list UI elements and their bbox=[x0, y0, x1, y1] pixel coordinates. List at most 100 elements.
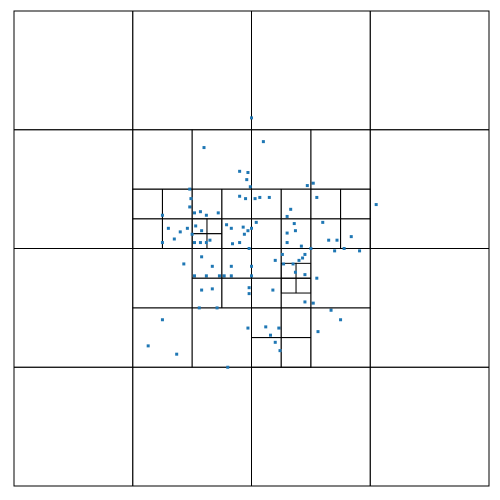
data-point bbox=[306, 184, 309, 187]
quadtree-cell bbox=[281, 338, 311, 368]
data-point bbox=[250, 116, 253, 119]
data-point bbox=[200, 255, 203, 258]
data-point bbox=[303, 300, 306, 303]
quadtree-cell bbox=[133, 249, 192, 308]
data-point bbox=[246, 327, 249, 330]
data-point bbox=[274, 341, 277, 344]
quadtree-cell bbox=[192, 308, 251, 367]
data-point bbox=[211, 265, 214, 268]
quadtree-cell bbox=[370, 249, 489, 368]
data-point bbox=[262, 140, 265, 143]
data-point bbox=[312, 302, 315, 305]
data-point bbox=[193, 274, 196, 277]
quadtree-cell bbox=[222, 189, 252, 219]
data-point bbox=[327, 239, 330, 242]
data-point bbox=[264, 325, 267, 328]
quadtree-cell bbox=[14, 367, 133, 486]
data-point bbox=[248, 292, 251, 295]
data-point bbox=[203, 146, 206, 149]
quadtree-cell bbox=[370, 367, 489, 486]
data-point bbox=[194, 224, 197, 227]
data-point bbox=[303, 253, 306, 256]
quadtree-cell bbox=[207, 219, 222, 234]
quadtree-cell bbox=[252, 130, 311, 189]
quadtree-cell bbox=[133, 189, 163, 219]
data-point bbox=[254, 197, 257, 200]
data-point bbox=[161, 214, 164, 217]
data-point bbox=[217, 211, 220, 214]
data-point bbox=[167, 227, 170, 230]
data-point bbox=[238, 170, 241, 173]
data-point bbox=[246, 171, 249, 174]
quadtree-cell bbox=[281, 278, 296, 293]
data-point bbox=[255, 221, 258, 224]
data-point bbox=[271, 289, 274, 292]
data-point bbox=[300, 245, 303, 248]
data-point bbox=[225, 223, 228, 226]
data-point bbox=[358, 249, 361, 252]
quadtree-cell bbox=[341, 219, 371, 249]
data-point bbox=[161, 318, 164, 321]
data-point bbox=[289, 208, 292, 211]
data-point bbox=[250, 265, 253, 268]
data-point bbox=[223, 274, 226, 277]
data-point bbox=[281, 253, 284, 256]
data-point bbox=[269, 334, 272, 337]
data-point bbox=[293, 222, 296, 225]
data-point bbox=[244, 197, 247, 200]
quadtree-cell bbox=[296, 278, 311, 293]
data-point bbox=[199, 241, 202, 244]
data-point bbox=[200, 229, 203, 232]
data-point bbox=[375, 203, 378, 206]
quadtree-cell bbox=[370, 130, 489, 249]
quadtree-cell bbox=[311, 308, 370, 367]
quadtree-cell bbox=[133, 130, 192, 189]
data-point bbox=[286, 241, 289, 244]
data-point bbox=[147, 344, 150, 347]
data-point bbox=[189, 197, 192, 200]
data-point bbox=[186, 227, 189, 230]
quadtree-cell bbox=[281, 263, 296, 278]
quadtree-cell bbox=[311, 249, 370, 308]
data-point bbox=[258, 196, 261, 199]
data-point bbox=[298, 259, 301, 262]
quadtree-cell bbox=[252, 278, 282, 308]
data-point bbox=[315, 196, 318, 199]
quadtree-cell bbox=[133, 367, 252, 486]
data-point bbox=[205, 214, 208, 217]
quadtree-cell bbox=[252, 249, 282, 279]
data-point bbox=[238, 195, 241, 198]
quadtree-cell bbox=[192, 249, 222, 279]
data-point bbox=[211, 287, 214, 290]
quadtree-cell bbox=[281, 189, 311, 219]
data-point bbox=[242, 226, 245, 229]
quadtree-cell bbox=[252, 367, 371, 486]
data-point bbox=[248, 247, 251, 250]
data-point bbox=[250, 274, 253, 277]
data-point bbox=[309, 247, 312, 250]
quadtree-cell bbox=[14, 249, 133, 368]
data-point bbox=[205, 241, 208, 244]
quadtree-cell bbox=[222, 249, 252, 279]
quadtree-cell bbox=[252, 308, 282, 338]
quadtree-cell bbox=[14, 130, 133, 249]
data-point bbox=[200, 289, 203, 292]
data-point bbox=[303, 273, 306, 276]
quadtree-cell bbox=[281, 308, 311, 338]
quadtree-cell bbox=[370, 11, 489, 130]
data-point bbox=[193, 211, 196, 214]
quadtree-cell bbox=[252, 11, 371, 130]
data-point bbox=[292, 262, 295, 265]
data-point bbox=[330, 309, 333, 312]
quadtree-cell bbox=[311, 189, 341, 219]
data-point bbox=[286, 232, 289, 235]
data-point bbox=[274, 259, 277, 262]
quadtree-cell bbox=[133, 308, 192, 367]
data-point bbox=[277, 327, 280, 330]
quadtree-cell bbox=[311, 130, 370, 189]
quadtree-cell bbox=[14, 11, 133, 130]
data-points bbox=[147, 116, 378, 368]
data-point bbox=[315, 277, 318, 280]
data-point bbox=[198, 306, 201, 309]
